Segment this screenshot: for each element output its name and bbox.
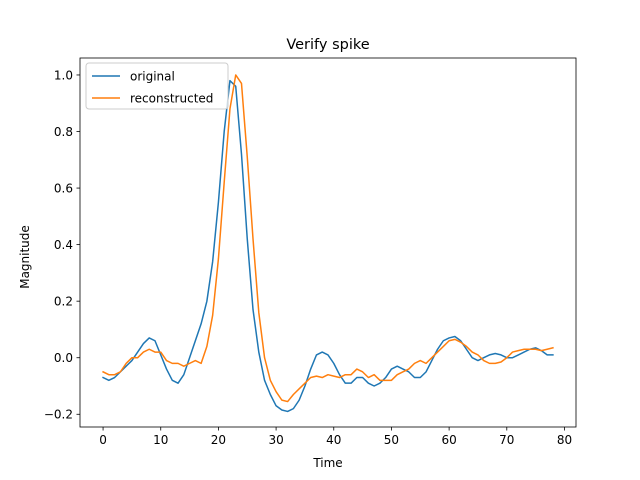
legend-label-reconstructed: reconstructed	[130, 91, 213, 105]
legend: original reconstructed	[85, 62, 229, 110]
x-tick-label: 80	[557, 433, 572, 447]
y-tick-label: 0.0	[54, 351, 73, 365]
y-tick-label: 0.2	[54, 294, 73, 308]
x-tick-label: 40	[326, 433, 341, 447]
x-tick-label: 50	[384, 433, 399, 447]
x-tick-label: 0	[99, 433, 107, 447]
plot-area	[102, 74, 554, 413]
legend-box	[85, 62, 229, 110]
x-axis-label: Time	[312, 456, 342, 470]
series-line-original	[102, 79, 554, 413]
x-tick-label: 30	[268, 433, 283, 447]
x-tick-label: 70	[499, 433, 514, 447]
x-tick-label: 20	[211, 433, 226, 447]
series-line-reconstructed	[102, 74, 554, 403]
legend-label-original: original	[130, 69, 175, 83]
y-tick-label: −0.2	[44, 408, 73, 422]
chart-title: Verify spike	[286, 37, 369, 53]
axes-frame	[79, 57, 577, 428]
x-tick-label: 60	[441, 433, 456, 447]
y-axis-label: Magnitude	[18, 225, 32, 289]
y-tick-label: 0.6	[54, 181, 73, 195]
axes: 0 10 20 30 40 50 60 70 80 −0.2 0.0 0.2 0.4 0.6 0.8 1.0	[44, 57, 577, 447]
y-tick-label: 1.0	[54, 68, 73, 82]
y-tick-label: 0.4	[54, 238, 73, 252]
x-tick-label: 10	[153, 433, 168, 447]
y-tick-label: 0.8	[54, 125, 73, 139]
